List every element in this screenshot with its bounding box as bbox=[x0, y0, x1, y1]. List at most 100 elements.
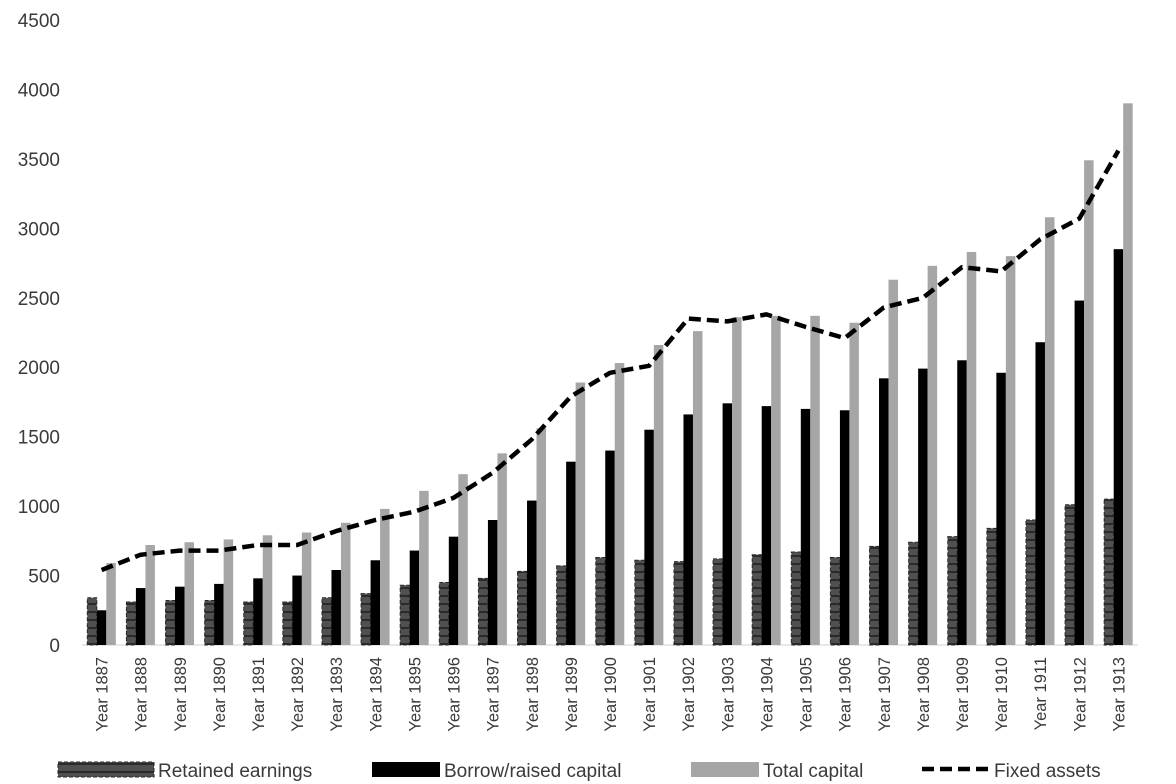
bar-retained-earnings bbox=[829, 557, 841, 646]
x-tick-label: Year 1904 bbox=[758, 657, 776, 732]
bar-total-capital bbox=[340, 522, 351, 645]
legend-label: Fixed assets bbox=[994, 761, 1101, 782]
x-tick-label: Year 1902 bbox=[680, 657, 698, 732]
x-tick-label: Year 1907 bbox=[876, 657, 894, 732]
bars bbox=[86, 103, 1133, 646]
x-tick-label: Year 1906 bbox=[837, 657, 855, 732]
x-tick-label: Year 1912 bbox=[1071, 657, 1089, 732]
bar-total-capital bbox=[184, 542, 195, 645]
x-tick-label: Year 1897 bbox=[485, 657, 503, 732]
bar-retained-earnings bbox=[1025, 519, 1036, 646]
bar-total-capital bbox=[458, 474, 468, 645]
bar-retained-earnings bbox=[790, 551, 802, 646]
x-tick-label: Year 1887 bbox=[94, 657, 112, 732]
bar-borrow-raised-capital bbox=[800, 408, 811, 645]
bar-total-capital bbox=[380, 508, 390, 645]
bar-borrow-raised-capital bbox=[292, 575, 302, 645]
x-tick-label: Year 1911 bbox=[1032, 657, 1050, 730]
bar-retained-earnings bbox=[712, 558, 724, 646]
bar-total-capital bbox=[653, 345, 664, 645]
legend-label: Borrow/raised capital bbox=[444, 761, 621, 782]
bar-borrow-raised-capital bbox=[448, 536, 459, 645]
bar-retained-earnings bbox=[321, 597, 332, 646]
x-tick-label: Year 1889 bbox=[172, 657, 190, 732]
bar-borrow-raised-capital bbox=[683, 414, 693, 645]
bar-total-capital bbox=[575, 382, 586, 645]
x-tick-label: Year 1891 bbox=[250, 657, 268, 732]
x-tick-label: Year 1900 bbox=[602, 657, 620, 732]
y-tick-label: 3000 bbox=[18, 219, 60, 240]
legend: Retained earnings Borrow/raised capital To… bbox=[57, 761, 1101, 782]
bar-borrow-raised-capital bbox=[1113, 249, 1124, 646]
bar-retained-earnings bbox=[517, 570, 528, 646]
x-tick-label: Year 1888 bbox=[133, 657, 151, 732]
bar-retained-earnings bbox=[360, 593, 372, 646]
y-tick-label: 1500 bbox=[18, 428, 60, 449]
bar-total-capital bbox=[301, 532, 312, 645]
bar-total-capital bbox=[771, 315, 781, 645]
bar-total-capital bbox=[888, 279, 899, 645]
bar-retained-earnings bbox=[947, 536, 958, 646]
bar-borrow-raised-capital bbox=[605, 450, 615, 645]
bar-retained-earnings bbox=[165, 600, 176, 646]
bar-borrow-raised-capital bbox=[409, 550, 420, 645]
y-tick-label: 2000 bbox=[18, 358, 60, 379]
x-tick-label: Year 1895 bbox=[406, 657, 424, 732]
bar-retained-earnings bbox=[282, 601, 293, 646]
bar-borrow-raised-capital bbox=[370, 560, 381, 645]
bar-total-capital bbox=[536, 428, 547, 645]
bar-retained-earnings bbox=[125, 601, 137, 646]
bar-borrow-raised-capital bbox=[135, 588, 146, 645]
bar-borrow-raised-capital bbox=[839, 410, 850, 645]
bar-retained-earnings bbox=[399, 584, 411, 646]
bar-retained-earnings bbox=[908, 541, 919, 646]
bar-borrow-raised-capital bbox=[918, 368, 928, 645]
y-tick-label: 3500 bbox=[18, 150, 60, 171]
bar-borrow-raised-capital bbox=[722, 403, 733, 645]
x-tick-label: Year 1896 bbox=[446, 657, 464, 732]
x-tick-label: Year 1899 bbox=[563, 657, 581, 732]
bar-borrow-raised-capital bbox=[214, 583, 224, 645]
bar-borrow-raised-capital bbox=[1074, 300, 1085, 645]
y-tick-label: 1000 bbox=[18, 497, 60, 518]
y-tick-label: 2500 bbox=[18, 289, 60, 310]
bar-borrow-raised-capital bbox=[761, 406, 772, 645]
bar-retained-earnings bbox=[204, 600, 215, 646]
bar-total-capital bbox=[614, 363, 625, 645]
bar-total-capital bbox=[966, 251, 977, 645]
legend-swatch bbox=[57, 761, 155, 778]
y-tick-label: 4500 bbox=[18, 11, 60, 32]
bar-total-capital bbox=[1084, 160, 1094, 645]
bar-retained-earnings bbox=[438, 582, 450, 646]
bar-total-capital bbox=[1005, 256, 1016, 645]
x-tick-label: Year 1901 bbox=[641, 657, 659, 732]
bar-borrow-raised-capital bbox=[175, 586, 185, 645]
bar-total-capital bbox=[223, 539, 234, 645]
bar-total-capital bbox=[849, 322, 859, 645]
bar-retained-earnings bbox=[751, 554, 763, 646]
x-tick-label: Year 1898 bbox=[524, 657, 542, 732]
y-axis: 0 500 1000 1500 2000 2500 3000 3500 4000 4500 bbox=[18, 11, 60, 657]
bar-retained-earnings bbox=[556, 565, 567, 646]
bar-borrow-raised-capital bbox=[96, 610, 107, 645]
bar-borrow-raised-capital bbox=[566, 461, 576, 645]
bar-total-capital bbox=[927, 265, 938, 645]
bar-borrow-raised-capital bbox=[996, 372, 1006, 645]
bar-total-capital bbox=[262, 535, 273, 645]
x-tick-label: Year 1903 bbox=[719, 657, 737, 732]
bar-retained-earnings bbox=[1064, 504, 1076, 646]
bar-borrow-raised-capital bbox=[487, 520, 498, 645]
bar-total-capital bbox=[497, 453, 507, 645]
fixed-assets-line bbox=[100, 149, 1121, 573]
bar-total-capital bbox=[692, 331, 703, 645]
bar-retained-earnings bbox=[673, 561, 684, 646]
y-tick-label: 4000 bbox=[18, 80, 60, 101]
y-tick-label: 0 bbox=[49, 636, 60, 657]
x-tick-label: Year 1890 bbox=[211, 657, 229, 732]
x-tick-label: Year 1894 bbox=[367, 657, 385, 732]
bar-borrow-raised-capital bbox=[644, 429, 654, 645]
legend-swatch bbox=[691, 762, 759, 777]
bar-borrow-raised-capital bbox=[1035, 342, 1045, 645]
bar-borrow-raised-capital bbox=[253, 578, 263, 645]
